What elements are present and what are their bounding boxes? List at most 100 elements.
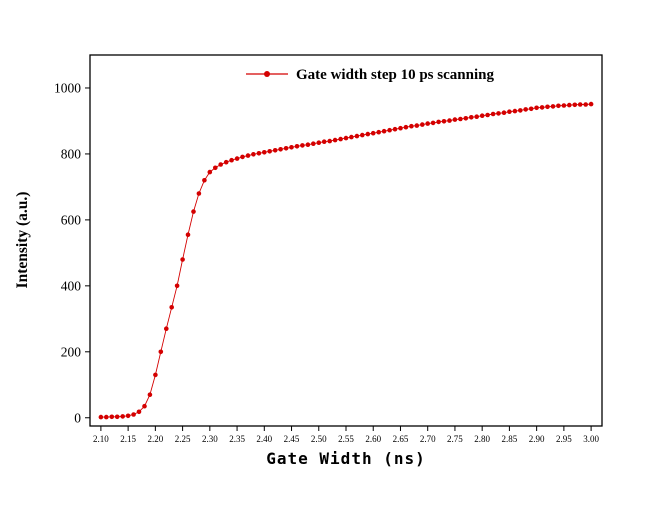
x-tick-label: 2.20: [147, 434, 163, 444]
x-tick-label: 2.45: [284, 434, 300, 444]
data-point-marker: [523, 107, 528, 112]
data-point-marker: [430, 120, 436, 126]
data-point-marker: [229, 157, 234, 163]
data-point-marker: [174, 283, 180, 289]
data-point-marker: [289, 145, 294, 150]
data-point-marker: [518, 108, 523, 113]
data-point-marker: [474, 114, 480, 119]
data-point-marker: [507, 109, 512, 114]
data-point-marker: [414, 123, 420, 128]
data-point-marker: [283, 146, 289, 151]
y-tick-label: 200: [61, 344, 82, 359]
x-tick-label: 2.65: [393, 434, 409, 444]
x-tick-label: 2.30: [202, 434, 218, 444]
x-tick-label: 2.25: [175, 434, 191, 444]
data-point-marker: [567, 102, 572, 108]
data-point-marker: [240, 154, 245, 160]
data-point-marker: [262, 150, 267, 155]
x-axis-title: Gate Width (ns): [266, 449, 426, 468]
data-point-marker: [305, 142, 311, 147]
data-point-marker: [223, 159, 229, 165]
x-tick-label: 2.70: [420, 434, 436, 444]
data-point-marker: [588, 101, 594, 107]
data-point-marker: [218, 162, 223, 167]
data-point-marker: [136, 409, 142, 415]
data-point-marker: [577, 102, 583, 107]
data-point-marker: [104, 414, 109, 420]
data-point-marker: [343, 135, 349, 141]
data-point-marker: [528, 106, 534, 112]
data-point-marker: [114, 414, 120, 420]
x-tick-label: 2.75: [447, 434, 463, 444]
data-point-marker: [180, 257, 185, 262]
data-point-marker: [420, 122, 425, 127]
data-point-marker: [490, 111, 496, 117]
x-tick-label: 2.60: [365, 434, 381, 444]
data-point-marker: [125, 413, 131, 419]
data-point-marker: [278, 147, 283, 152]
data-point-marker: [245, 153, 251, 158]
data-point-marker: [370, 130, 376, 136]
x-tick-label: 2.95: [556, 434, 572, 444]
data-point-marker: [272, 148, 278, 153]
y-tick-label: 0: [74, 410, 81, 425]
data-point-marker: [153, 372, 158, 378]
y-axis-title: Intensity (a.u.): [14, 192, 31, 289]
data-point-marker: [561, 103, 567, 108]
y-tick-label: 800: [61, 146, 82, 161]
y-tick-label: 600: [61, 212, 82, 227]
data-point-marker: [147, 392, 153, 398]
data-point-marker: [354, 133, 360, 139]
data-point-marker: [425, 121, 431, 126]
data-point-marker: [360, 132, 365, 138]
legend-label: Gate width step 10 ps scanning: [296, 67, 494, 83]
data-point-marker: [469, 115, 474, 120]
data-point-marker: [463, 116, 469, 121]
data-point-marker: [479, 113, 485, 118]
data-point-marker: [381, 128, 387, 134]
data-point-marker: [316, 140, 322, 145]
data-point-marker: [202, 178, 207, 183]
x-tick-label: 2.35: [229, 434, 245, 444]
data-point-marker: [207, 169, 213, 175]
data-point-marker: [109, 414, 115, 420]
data-point-marker: [131, 412, 136, 417]
data-point-marker: [545, 104, 550, 110]
x-tick-label: 2.15: [120, 434, 136, 444]
data-series: [98, 101, 594, 420]
data-point-marker: [403, 124, 409, 130]
data-point-marker: [158, 349, 164, 355]
data-point-marker: [387, 127, 392, 133]
data-point-marker: [436, 119, 441, 125]
data-point-marker: [267, 149, 273, 154]
data-point-marker: [234, 156, 240, 161]
data-point-marker: [458, 116, 463, 122]
data-point-marker: [501, 110, 507, 115]
x-tick-label: 2.55: [338, 434, 354, 444]
y-tick-label: 1000: [54, 80, 81, 95]
data-point-marker: [392, 126, 398, 132]
legend-marker-dot: [264, 71, 270, 77]
data-point-marker: [98, 414, 104, 420]
y-tick-label: 400: [61, 278, 82, 293]
data-point-marker: [550, 104, 556, 109]
x-tick-label: 3.00: [583, 434, 599, 444]
data-point-marker: [251, 152, 256, 157]
data-point-marker: [191, 209, 196, 214]
data-point-marker: [398, 125, 403, 131]
data-point-marker: [452, 117, 458, 122]
x-tick-label: 2.80: [474, 434, 490, 444]
data-point-marker: [572, 102, 578, 108]
data-point-marker: [256, 151, 262, 156]
data-point-marker: [300, 143, 305, 148]
data-point-marker: [321, 139, 327, 144]
data-point-marker: [294, 144, 300, 149]
data-point-marker: [365, 131, 371, 137]
data-point-marker: [349, 134, 354, 140]
series-line: [100, 103, 592, 418]
axis-ticks: 2.10 2.15 2.20 2.25 2.30 2.35 2.40 2.45 2.50 2.55…: [54, 80, 599, 444]
legend: [246, 71, 288, 77]
x-tick-label: 2.40: [256, 434, 272, 444]
data-point-marker: [485, 112, 490, 118]
data-point-marker: [534, 105, 539, 111]
